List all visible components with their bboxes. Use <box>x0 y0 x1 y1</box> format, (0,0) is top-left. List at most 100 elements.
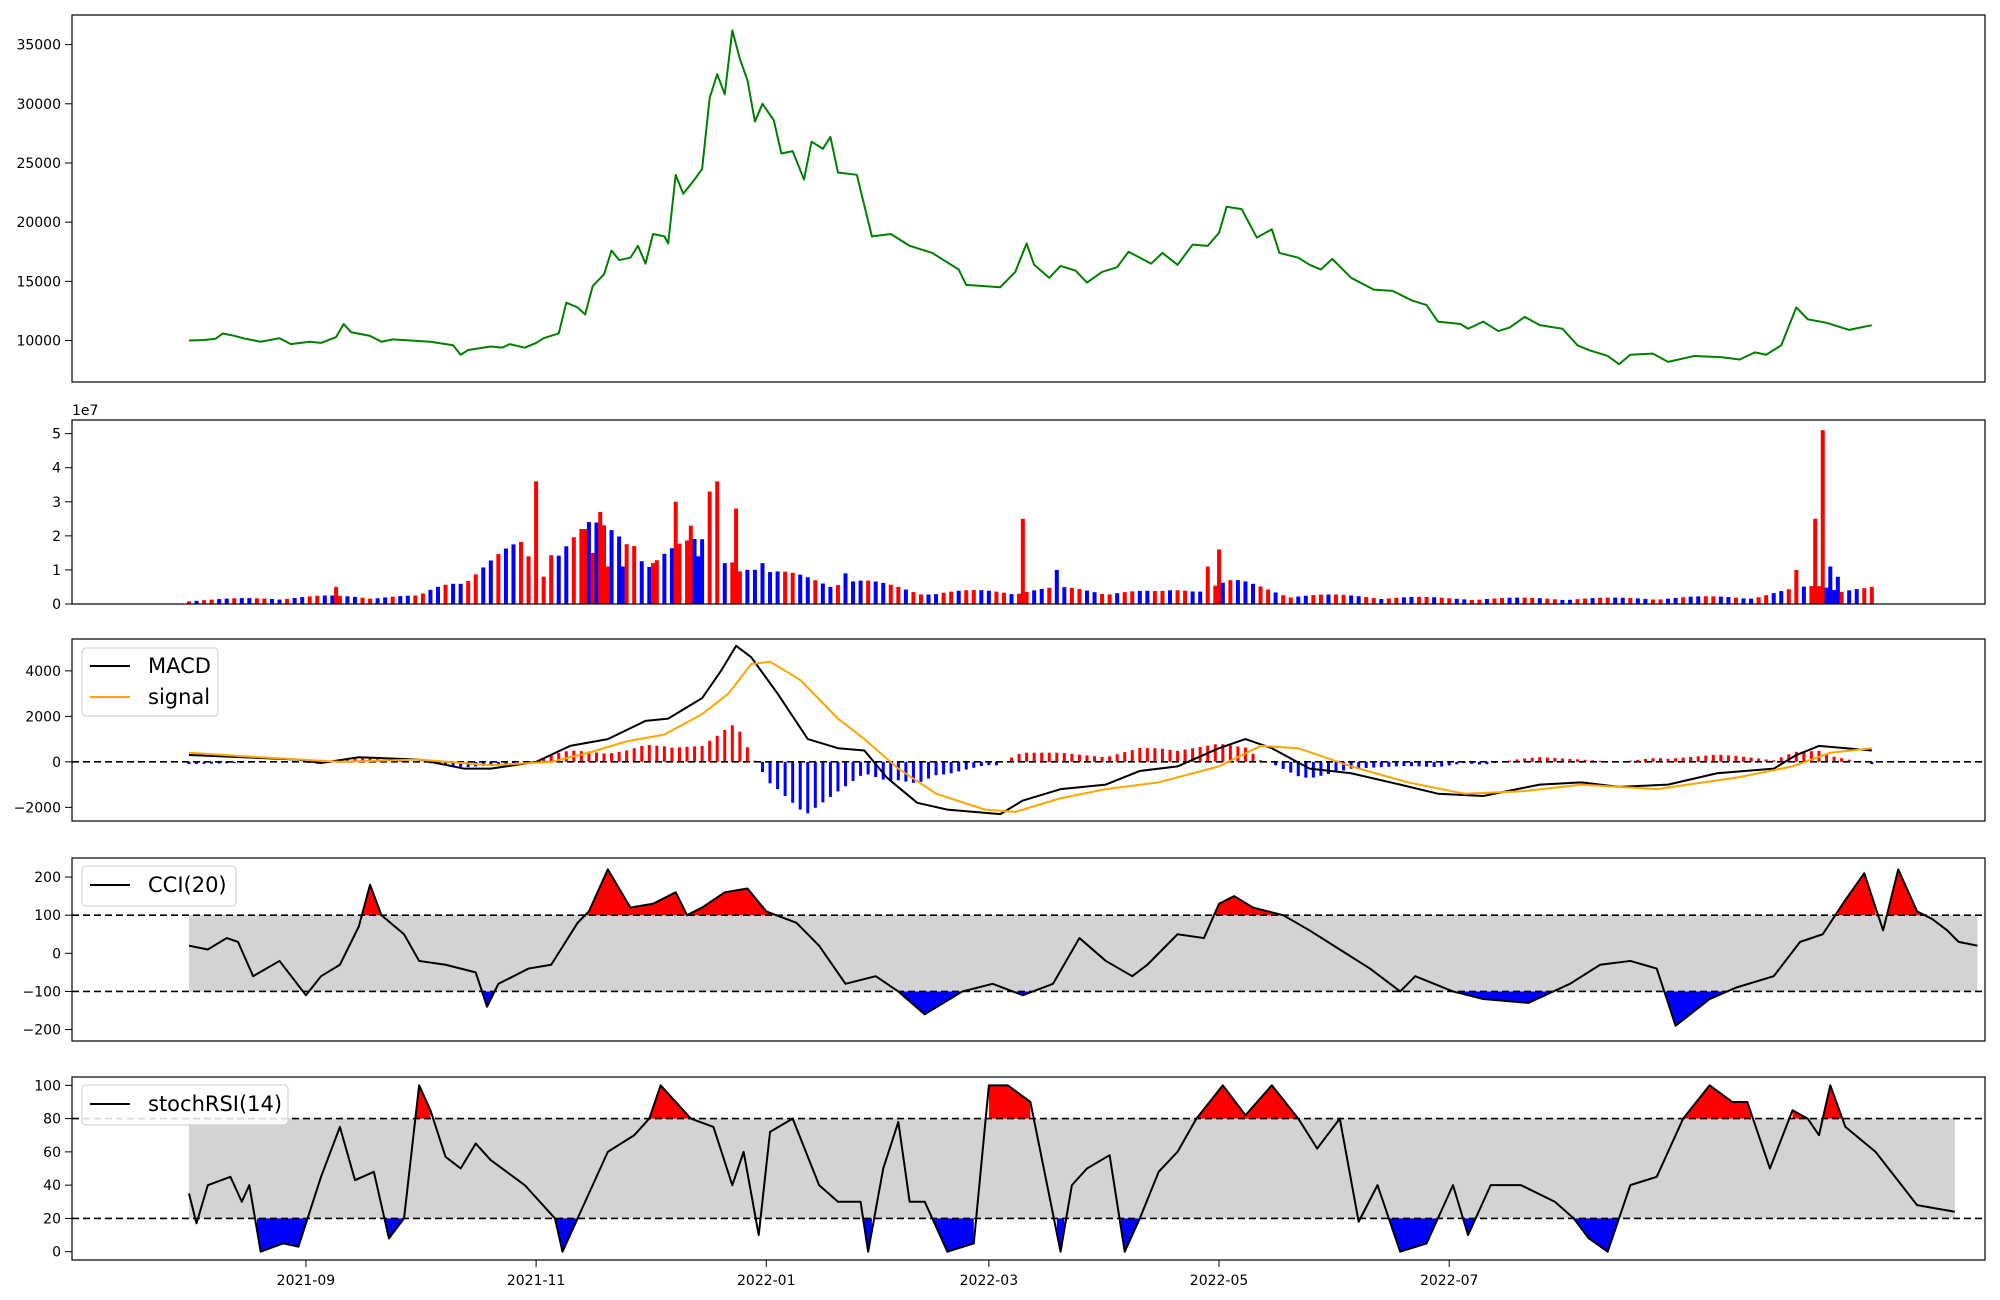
macd-histogram-bar <box>1394 761 1398 767</box>
macd-histogram-bar <box>1447 761 1451 766</box>
macd-histogram-bar <box>1055 752 1059 762</box>
volume-bar <box>1167 590 1172 604</box>
macd-plot-area <box>72 644 1985 816</box>
macd-histogram-bar <box>1772 760 1776 762</box>
volume-bar <box>1296 596 1301 604</box>
volume-bar <box>986 590 991 604</box>
volume-bar <box>843 573 848 604</box>
volume-bar <box>1688 596 1693 604</box>
y-tick-label: 30000 <box>16 97 61 113</box>
volume-bar <box>398 596 403 604</box>
volume-bar <box>1813 518 1818 604</box>
volume-bar <box>1349 595 1354 604</box>
volume-bar <box>337 595 342 604</box>
volume-bar <box>352 596 357 604</box>
macd-histogram-bar <box>1153 748 1157 762</box>
macd-histogram-bar <box>549 754 553 762</box>
volume-bar <box>1454 598 1459 604</box>
volume-bar <box>805 577 810 604</box>
volume-bar <box>420 593 425 604</box>
volume-bar <box>1251 583 1255 604</box>
volume-bar <box>1786 589 1791 604</box>
y-tick-label: −2000 <box>14 800 61 816</box>
macd-histogram-bar <box>1032 752 1036 762</box>
volume-bar <box>1424 597 1429 604</box>
macd-histogram-bar <box>889 761 893 781</box>
volume-bar <box>1137 590 1142 604</box>
macd-histogram-bar <box>353 758 357 762</box>
macd-histogram-bar <box>1160 748 1164 762</box>
volume-bar <box>941 592 946 604</box>
volume-bar <box>1020 518 1025 604</box>
cci-y-axis: −200 −100 0 100 200 <box>23 870 72 1039</box>
volume-bar <box>1100 593 1105 604</box>
volume-bar <box>1839 591 1844 604</box>
macd-histogram-bar <box>496 761 500 765</box>
macd-histogram-bar <box>896 761 900 781</box>
volume-bar <box>1318 594 1323 604</box>
stochrsi-plot-area <box>72 1084 1985 1253</box>
volume-bar <box>775 571 780 604</box>
volume-bar <box>662 553 667 604</box>
volume-bar <box>688 525 693 604</box>
volume-bar <box>1334 594 1339 604</box>
macd-histogram-bar <box>1357 761 1361 769</box>
macd-histogram-bar <box>1832 756 1836 762</box>
volume-bar <box>269 599 274 604</box>
macd-histogram-bar <box>1568 758 1572 762</box>
macd-histogram-bar <box>700 745 704 762</box>
macd-histogram-bar <box>942 761 946 775</box>
volume-bar <box>964 590 969 604</box>
volume-bar <box>1764 595 1769 604</box>
y-tick-label: 10000 <box>16 334 61 350</box>
macd-histogram-bar <box>1070 753 1074 762</box>
price-y-axis: 10000 15000 20000 25000 30000 35000 <box>16 38 72 350</box>
volume-bar <box>1507 597 1512 604</box>
volume-bar <box>1190 591 1195 604</box>
macd-histogram-bar <box>1659 758 1663 762</box>
macd-histogram-bar <box>806 761 810 814</box>
volume-bar <box>1756 597 1761 604</box>
macd-histogram-bar <box>1138 748 1142 762</box>
volume-bar <box>1047 587 1052 604</box>
volume-bar <box>1462 599 1467 604</box>
volume-bar <box>1122 592 1127 604</box>
stochrsi-oversold-fill <box>932 1218 974 1252</box>
volume-bar <box>1379 599 1384 604</box>
macd-histogram-bar <box>1319 761 1323 776</box>
volume-bar <box>466 580 471 604</box>
volume-bar <box>1243 581 1248 604</box>
macd-histogram-bar <box>1515 759 1519 762</box>
cci-overbought-fill <box>585 869 774 916</box>
volume-bar <box>1469 600 1474 604</box>
volume-bar <box>232 598 237 604</box>
stochrsi-overbought-fill <box>988 1085 1031 1119</box>
macd-histogram-bar <box>1259 760 1263 762</box>
macd-histogram-bar <box>1794 751 1798 762</box>
volume-bar <box>813 580 818 604</box>
volume-bar <box>888 584 893 604</box>
volume-bar <box>590 552 595 604</box>
macd-histogram-bar <box>1342 761 1346 771</box>
volume-bar <box>1386 598 1391 604</box>
cci-legend-label: CCI(20) <box>148 873 227 897</box>
volume-bar <box>734 508 739 604</box>
macd-histogram-bar <box>1523 758 1527 762</box>
macd-histogram-bar <box>851 761 855 782</box>
volume-bar <box>1077 589 1082 604</box>
macd-histogram-bar <box>1455 761 1459 765</box>
macd-histogram-bar <box>1749 757 1753 762</box>
volume-bar <box>745 569 750 604</box>
volume-bar <box>1613 597 1618 604</box>
volume-bar <box>605 566 610 604</box>
macd-histogram-bar <box>564 751 568 762</box>
macd-histogram-bar <box>1025 752 1029 762</box>
macd-histogram-bar <box>1757 758 1761 762</box>
volume-bar <box>1371 598 1376 604</box>
volume-bar <box>1643 598 1648 604</box>
macd-histogram-bar <box>1236 746 1240 762</box>
volume-bar <box>586 522 591 604</box>
macd-histogram-bar <box>911 761 915 783</box>
volume-bar <box>617 536 622 604</box>
volume-bar <box>1605 597 1610 604</box>
